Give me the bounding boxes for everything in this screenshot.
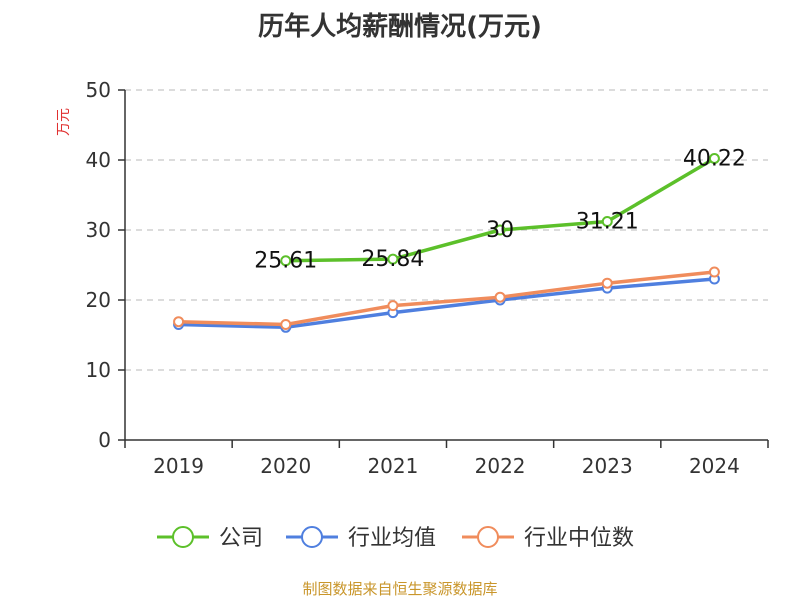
x-tick-label: 2019: [153, 454, 204, 478]
y-tick-label: 0: [98, 428, 111, 452]
source-note: 制图数据来自恒生聚源数据库: [302, 580, 498, 598]
data-label: 40.22: [683, 146, 746, 171]
x-tick-label: 2023: [582, 454, 633, 478]
data-point: [280, 319, 292, 330]
data-point: [708, 266, 720, 278]
legend-item-0[interactable]: 公司: [157, 526, 263, 551]
data-label: 30: [486, 218, 514, 243]
legend-item-1[interactable]: 行业均值: [286, 526, 436, 551]
legend-label: 行业中位数: [524, 526, 634, 551]
data-point: [708, 152, 720, 164]
series-line-1: [178, 277, 715, 330]
x-tick-label: 2022: [475, 454, 526, 478]
data-label: 31.21: [576, 210, 639, 235]
data-point: [387, 300, 399, 312]
series-line-0: [285, 156, 716, 263]
legend-marker: [172, 526, 194, 548]
legend-label: 行业均值: [348, 526, 436, 551]
y-tick-label: 40: [86, 148, 111, 172]
grid-lines: [125, 89, 768, 371]
y-tick-label: 20: [86, 288, 111, 312]
data-point: [387, 253, 399, 265]
data-label: 25.61: [254, 249, 317, 274]
y-tick-label: 50: [86, 78, 111, 102]
series-line-2: [178, 270, 715, 327]
y-axis-label: 万元: [56, 108, 72, 136]
y-tick-label: 10: [86, 358, 111, 382]
legend-label: 公司: [219, 526, 263, 551]
legend-marker: [477, 526, 499, 548]
legend-marker: [301, 526, 323, 548]
data-labels: 25.61 25.84 30 31.21 40.22: [254, 146, 746, 273]
series-layer: [173, 152, 720, 333]
x-tick-label: 2021: [367, 454, 418, 478]
legend[interactable]: 公司 行业均值 行业中位数: [157, 526, 634, 551]
x-tick-label: 2020: [260, 454, 311, 478]
y-tick-label: 30: [86, 218, 111, 242]
data-point: [173, 316, 185, 328]
data-point: [494, 291, 506, 303]
data-point: [494, 224, 506, 236]
chart-title: 历年人均薪酬情况(万元): [258, 12, 542, 42]
data-point: [601, 277, 613, 289]
data-point: [280, 255, 292, 267]
legend-item-2[interactable]: 行业中位数: [462, 526, 634, 551]
x-tick-label: 2024: [689, 454, 740, 478]
data-point: [601, 216, 613, 228]
data-label: 25.84: [361, 247, 424, 272]
axes: 0 10 20 30 40 50 2019 2020 2021 2022 2023 2024 万元: [56, 78, 769, 478]
